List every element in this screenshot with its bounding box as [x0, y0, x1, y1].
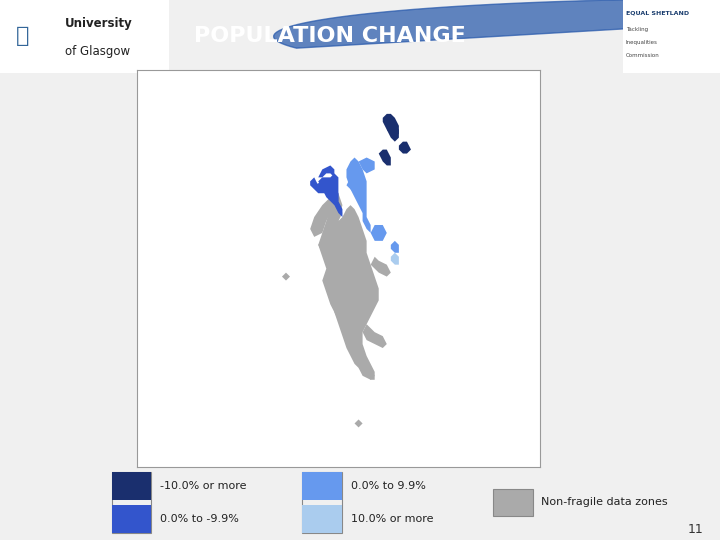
Bar: [302, 472, 342, 532]
Polygon shape: [314, 181, 326, 193]
Polygon shape: [371, 225, 387, 241]
Text: 0.0% to -9.9%: 0.0% to -9.9%: [160, 514, 239, 524]
Polygon shape: [387, 126, 399, 141]
Polygon shape: [310, 197, 334, 237]
Polygon shape: [354, 420, 363, 428]
Polygon shape: [359, 158, 374, 173]
Bar: [302, 472, 342, 500]
Bar: [623, 0, 720, 73]
Text: 🎓: 🎓: [16, 26, 30, 46]
Bar: [112, 472, 151, 500]
Polygon shape: [318, 177, 338, 205]
Polygon shape: [282, 273, 290, 281]
Polygon shape: [391, 241, 399, 253]
Text: Tackling: Tackling: [626, 26, 648, 32]
Polygon shape: [399, 141, 411, 153]
Polygon shape: [359, 364, 374, 380]
Polygon shape: [383, 114, 399, 138]
Text: University: University: [65, 17, 132, 30]
Text: of Glasgow: of Glasgow: [65, 44, 130, 58]
Polygon shape: [379, 150, 391, 165]
Text: 10.0% or more: 10.0% or more: [351, 514, 433, 524]
Bar: [112, 505, 151, 532]
Text: POPULATION CHANGE: POPULATION CHANGE: [194, 26, 466, 46]
Polygon shape: [391, 253, 399, 265]
Polygon shape: [334, 305, 351, 320]
Text: EQUAL SHETLAND: EQUAL SHETLAND: [626, 11, 689, 16]
Polygon shape: [326, 173, 343, 217]
Text: 11: 11: [688, 523, 703, 536]
Text: Commission: Commission: [626, 53, 660, 58]
Polygon shape: [346, 158, 371, 233]
Text: Inequalities: Inequalities: [626, 40, 657, 45]
Polygon shape: [310, 177, 318, 189]
Polygon shape: [363, 324, 387, 348]
Polygon shape: [330, 205, 343, 225]
Polygon shape: [371, 256, 391, 276]
Text: -10.0% or more: -10.0% or more: [160, 481, 246, 491]
Polygon shape: [318, 165, 334, 177]
Bar: [493, 489, 533, 516]
Bar: [0, 0, 169, 73]
Polygon shape: [318, 193, 379, 380]
Bar: [112, 472, 151, 532]
Text: Non-fragile data zones: Non-fragile data zones: [541, 497, 668, 508]
Bar: [302, 505, 342, 532]
Polygon shape: [274, 0, 720, 48]
Polygon shape: [318, 237, 334, 253]
Text: 0.0% to 9.9%: 0.0% to 9.9%: [351, 481, 426, 491]
Polygon shape: [346, 173, 363, 193]
